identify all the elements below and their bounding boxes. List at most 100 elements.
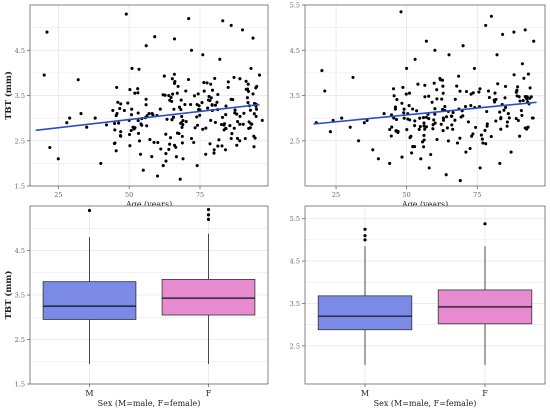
data-point [471,91,475,95]
data-point [427,117,431,121]
data-point [159,147,163,151]
data-point [422,133,426,137]
data-point [79,112,83,116]
data-point [165,117,169,121]
data-point [479,133,483,137]
data-point [523,28,527,32]
data-point [219,122,224,127]
data-point [202,89,206,93]
x-tick-label: 50 [403,191,411,199]
data-point [210,88,215,92]
data-point [503,96,507,100]
data-point [168,98,172,102]
data-point [251,92,255,96]
data-point [466,120,470,124]
data-point [464,89,469,94]
data-point [162,74,166,78]
data-point [502,108,506,112]
data-point [357,139,361,143]
data-point [480,137,484,141]
data-point [417,127,421,131]
data-point [244,79,248,83]
data-point [514,116,518,121]
data-point [441,116,445,120]
data-point [129,113,134,117]
data-point [204,152,208,156]
data-point [388,127,392,132]
data-point [464,150,468,154]
data-point [152,140,156,144]
data-point [418,116,422,120]
y-tick-label: 1.5 [15,183,25,191]
data-point [113,128,117,132]
data-point [506,112,510,116]
data-point [150,155,154,159]
data-point [254,107,259,111]
data-point [138,152,143,156]
data-point [193,126,197,130]
box-M [42,281,137,320]
data-point [432,118,436,122]
data-point [410,151,414,155]
data-point [489,14,493,18]
data-point [461,44,465,48]
data-point [525,127,529,131]
data-point [413,119,417,123]
data-point [136,131,141,135]
y-tick-label: 4.5 [290,47,300,55]
data-point [435,97,439,101]
data-point [489,134,493,139]
x-axis-label: Age (years) [401,200,448,209]
data-point [483,128,487,132]
x-tick-label: M [361,389,369,398]
data-point [440,78,445,82]
data-point [435,88,439,92]
data-point [117,121,121,125]
data-point [116,100,120,104]
data-point [532,39,536,43]
data-point [523,95,527,99]
data-point [233,111,237,115]
data-point [217,138,221,142]
data-point [405,128,409,132]
y-tick-label: 2.5 [15,336,25,344]
data-point [139,122,143,126]
x-tick-label: F [482,389,488,398]
data-point [181,157,185,161]
data-point [421,116,426,120]
data-point [499,127,503,131]
data-point [189,102,193,107]
data-point [472,66,476,70]
data-point [127,132,132,137]
data-point [45,30,49,34]
data-point [172,37,177,41]
data-point [167,147,171,151]
data-point [220,144,224,148]
x-tick-label: 75 [196,191,204,199]
data-point [422,138,426,142]
data-point [213,76,217,80]
scatter-panel-left: 1.5 2.5 3.5 4.5 TBT (mm) 25 50 75 Age (years) [3,4,269,209]
data-point [520,62,524,66]
data-point [224,113,228,117]
data-point [197,108,201,112]
data-point [180,134,184,138]
outlier-point [206,213,211,217]
x-axis-label: Age (years) [125,200,172,209]
data-point [481,141,485,145]
data-point [118,133,122,138]
data-point [206,106,210,110]
data-point [235,136,240,140]
data-point [505,124,509,128]
data-point [495,53,499,57]
data-point [493,100,497,104]
data-point [171,115,176,119]
data-point [205,81,209,85]
data-point [137,139,142,143]
data-point [144,97,148,101]
data-point [438,76,442,80]
outlier-point [483,222,487,226]
outlier-point [206,217,211,221]
data-point [486,89,491,93]
data-point [210,103,214,107]
